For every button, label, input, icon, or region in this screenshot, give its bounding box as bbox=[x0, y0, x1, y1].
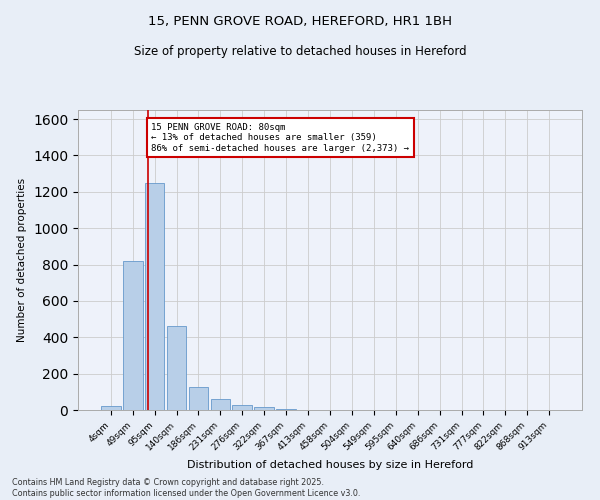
Bar bbox=[188, 388, 208, 410]
Bar bbox=[276, 408, 296, 410]
Text: Contains HM Land Registry data © Crown copyright and database right 2025.
Contai: Contains HM Land Registry data © Crown c… bbox=[12, 478, 361, 498]
Y-axis label: Number of detached properties: Number of detached properties bbox=[17, 178, 28, 342]
Bar bbox=[167, 326, 187, 410]
X-axis label: Distribution of detached houses by size in Hereford: Distribution of detached houses by size … bbox=[187, 460, 473, 470]
Text: Size of property relative to detached houses in Hereford: Size of property relative to detached ho… bbox=[134, 45, 466, 58]
Bar bbox=[254, 407, 274, 410]
Bar bbox=[211, 400, 230, 410]
Bar bbox=[145, 182, 164, 410]
Text: 15, PENN GROVE ROAD, HEREFORD, HR1 1BH: 15, PENN GROVE ROAD, HEREFORD, HR1 1BH bbox=[148, 15, 452, 28]
Bar bbox=[101, 406, 121, 410]
Text: 15 PENN GROVE ROAD: 80sqm
← 13% of detached houses are smaller (359)
86% of semi: 15 PENN GROVE ROAD: 80sqm ← 13% of detac… bbox=[151, 122, 409, 152]
Bar bbox=[232, 405, 252, 410]
Bar bbox=[123, 261, 143, 410]
